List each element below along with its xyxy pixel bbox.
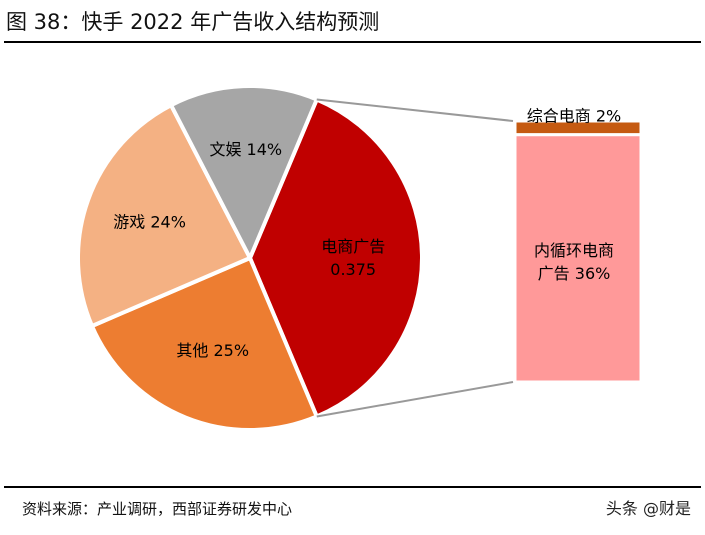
slice-entertainment-label: 文娱 14% — [209, 140, 282, 159]
top-rule — [4, 41, 701, 43]
connector-line-bottom — [316, 381, 514, 418]
bar-segment-integrated-ecommerce-label: 综合电商 2% — [527, 107, 621, 126]
slice-ecommerce-ads-label: 电商广告 — [321, 237, 385, 256]
slice-ecommerce-ads-label: 0.375 — [330, 260, 376, 279]
connector-line-top — [316, 98, 514, 122]
figure-title: 图 38：快手 2022 年广告收入结构预测 — [6, 10, 380, 34]
slice-games-label: 游戏 24% — [113, 213, 186, 232]
slice-other — [90, 256, 319, 432]
source-note: 资料来源：产业调研，西部证券研发中心 — [22, 500, 293, 518]
label-group: 电商广告 0.375 其他 25% 游戏 24% 文娱 14% 综合电商 2% 内循环电商广… — [113, 107, 621, 361]
slice-games — [76, 103, 252, 328]
bar-segment-internal-loop-ecommerce-label: 内循环电商 — [534, 241, 614, 260]
bar-segment-internal-loop-ecommerce-label: 广告 36% — [538, 264, 611, 283]
pie-group — [76, 84, 424, 432]
breakout-bar-group — [316, 98, 643, 418]
watermark-text: 头条 @财是 — [605, 499, 691, 518]
bar-segment-internal-loop-ecommerce — [513, 133, 643, 384]
bottom-rule — [4, 486, 701, 488]
slice-entertainment — [169, 84, 319, 260]
slice-other-label: 其他 25% — [176, 341, 249, 360]
slice-ecommerce-ads — [248, 97, 424, 419]
